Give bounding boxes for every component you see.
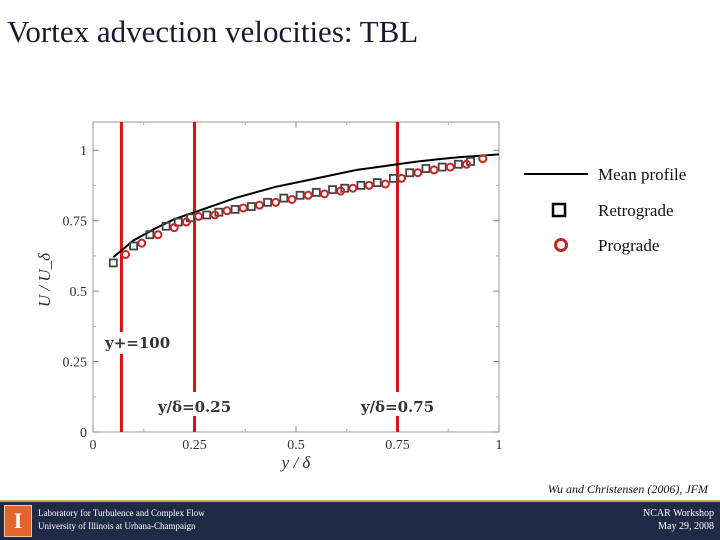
- retrograde-point: [108, 258, 118, 268]
- prograde-point: [137, 238, 147, 248]
- footer-rule: [0, 500, 720, 502]
- retrograde-point: [405, 168, 415, 178]
- prograde-point: [462, 159, 472, 169]
- prograde-point: [336, 186, 346, 196]
- legend-circle-swatch: [554, 238, 568, 252]
- x-tick-label: 1: [496, 438, 503, 453]
- guide-label: y/δ=0.75: [360, 398, 434, 416]
- y-axis-label: U / U_δ: [35, 252, 54, 307]
- slide-title: Vortex advection velocities: TBL: [7, 14, 419, 49]
- prograde-point: [271, 197, 281, 207]
- retrograde-point: [311, 188, 321, 197]
- prograde-point: [445, 162, 455, 172]
- retrograde-point: [263, 197, 272, 207]
- chart: 0 0.25 0.5 0.75 1 0 0.25 0.5 0.75 1 y+=100 y/δ=0.…: [35, 121, 686, 472]
- retrograde-point: [295, 190, 305, 200]
- prograde-point: [429, 165, 439, 175]
- retrograde-point: [145, 230, 155, 240]
- x-tick-label: 0: [90, 438, 97, 453]
- retrograde-point: [372, 178, 382, 187]
- prograde-point: [303, 190, 313, 200]
- retrograde-point: [389, 173, 398, 183]
- footer-bar: [0, 500, 720, 540]
- guide-label: y+=100: [104, 334, 170, 352]
- prograde-point: [120, 249, 130, 259]
- prograde-point: [194, 211, 204, 221]
- prograde-point: [181, 217, 191, 227]
- retrograde-point: [421, 164, 431, 173]
- prograde-point: [348, 183, 358, 193]
- prograde-point: [413, 168, 423, 178]
- retrograde-point: [328, 185, 337, 195]
- x-tick-label: 0.5: [287, 438, 305, 453]
- prograde-point: [238, 203, 248, 213]
- prograde-point: [287, 195, 297, 204]
- retrograde-point: [129, 241, 139, 251]
- legend-label: Retrograde: [598, 201, 674, 220]
- retrograde-point: [279, 193, 289, 203]
- x-axis-label: y / δ: [280, 453, 312, 472]
- legend-label: Prograde: [598, 236, 659, 255]
- x-axis: 0 0.25 0.5 0.75 1: [90, 122, 503, 453]
- legend-label: Mean profile: [598, 165, 686, 184]
- university-name: University of Illinois at Urbana-Champai…: [38, 521, 196, 531]
- legend: Mean profile Retrograde Prograde: [524, 165, 686, 255]
- y-tick-label: 0.5: [70, 285, 88, 300]
- y-axis: 0 0.25 0.5 0.75 1: [63, 144, 499, 441]
- guide-label: y/δ=0.25: [157, 398, 231, 416]
- x-tick-label: 0.75: [385, 438, 410, 453]
- y-tick-label: 0.25: [63, 356, 88, 371]
- event-date: May 29, 2008: [658, 521, 714, 532]
- prograde-point: [254, 200, 264, 210]
- y-tick-label: 0.75: [63, 215, 88, 230]
- university-logo: I: [4, 505, 32, 537]
- prograde-point: [364, 180, 374, 190]
- prograde-point: [169, 223, 179, 233]
- retrograde-point: [356, 181, 366, 190]
- prograde-point: [153, 230, 163, 240]
- guide-lines: y+=100 y/δ=0.25 y/δ=0.75: [104, 122, 434, 432]
- retrograde-point: [246, 202, 256, 211]
- legend-square-swatch: [551, 202, 567, 218]
- prograde-point: [222, 206, 232, 216]
- prograde-point: [380, 179, 390, 189]
- prograde-point: [478, 154, 488, 164]
- prograde-point: [397, 173, 407, 183]
- data-marks: [108, 153, 500, 268]
- prograde-point: [210, 210, 220, 220]
- event-name: NCAR Workshop: [643, 508, 714, 519]
- x-tick-label: 0.25: [182, 438, 207, 453]
- retrograde-point: [437, 162, 447, 172]
- retrograde-point: [202, 210, 212, 220]
- retrograde-point: [453, 159, 463, 169]
- retrograde-point: [173, 217, 183, 227]
- lab-name: Laboratory for Turbulence and Complex Fl…: [38, 508, 205, 518]
- retrograde-point: [230, 204, 240, 214]
- citation: Wu and Christensen (2006), JFM: [547, 482, 708, 496]
- prograde-point: [319, 189, 329, 199]
- retrograde-point: [161, 221, 171, 231]
- y-tick-label: 0: [80, 426, 87, 441]
- y-tick-label: 1: [80, 144, 87, 159]
